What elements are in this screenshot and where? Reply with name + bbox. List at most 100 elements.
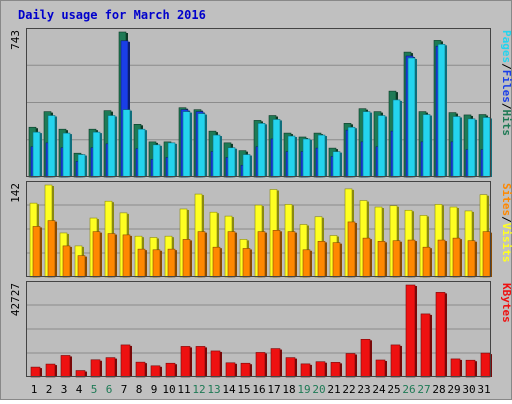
- legend-text: Visits: [500, 223, 512, 263]
- bar-kbytes-day-27: [420, 313, 431, 378]
- bar-kbytes-day-12: [195, 346, 206, 378]
- x-label-day-5: 5: [91, 383, 98, 396]
- bar-sites-day-24: [377, 241, 386, 278]
- bar-kbytes-day-24: [375, 359, 386, 378]
- x-label-day-24: 24: [372, 383, 386, 396]
- bar-kbytes-day-11: [180, 346, 191, 378]
- bar-pages-day-17: [272, 119, 281, 178]
- bar-pages-day-2: [47, 115, 56, 178]
- bar-pages-day-29: [452, 116, 461, 178]
- bar-pages-day-21: [332, 151, 341, 178]
- x-label-day-23: 23: [357, 383, 370, 396]
- bar-sites-day-1: [32, 226, 41, 278]
- bar-sites-day-13: [212, 246, 221, 278]
- bar-sites-day-16: [257, 231, 266, 278]
- bar-pages-day-18: [287, 135, 296, 178]
- bar-sites-day-2: [47, 220, 56, 278]
- panel-visits-sites: 142 Sites/Visits: [9, 181, 512, 278]
- bar-kbytes-day-26: [405, 284, 416, 378]
- bar-sites-day-30: [467, 240, 476, 278]
- bar-sites-day-18: [287, 231, 296, 278]
- x-label-day-20: 20: [312, 383, 325, 396]
- x-axis-labels: 1 2 3 4 5 6 7 8 9 10 11 12 13 14 15 16 17 18 19 20 21 22 23 24 2…: [31, 383, 491, 396]
- bar-pages-day-23: [362, 111, 371, 178]
- bar-sites-day-27: [422, 246, 431, 278]
- bar-sites-day-21: [332, 242, 341, 278]
- bar-sites-day-28: [437, 239, 446, 278]
- series-legend: KBytes: [500, 283, 512, 323]
- bar-pages-day-9: [152, 144, 161, 178]
- x-label-day-17: 17: [267, 383, 280, 396]
- bar-kbytes-day-6: [105, 357, 116, 378]
- x-label-day-11: 11: [177, 383, 190, 396]
- bar-sites-day-8: [137, 248, 146, 278]
- x-label-day-10: 10: [162, 383, 175, 396]
- bar-kbytes-day-23: [360, 339, 371, 378]
- bar-kbytes-day-7: [120, 344, 131, 378]
- bar-kbytes-day-1: [30, 366, 41, 378]
- legend-text: Hits: [500, 110, 512, 137]
- x-label-day-1: 1: [31, 383, 38, 396]
- bar-sites-day-4: [77, 255, 86, 278]
- bar-sites-day-15: [242, 248, 251, 278]
- bar-sites-day-23: [362, 237, 371, 278]
- x-label-day-18: 18: [282, 383, 295, 396]
- bar-kbytes-day-16: [255, 352, 266, 378]
- bar-kbytes-day-21: [330, 362, 341, 378]
- x-label-day-25: 25: [387, 383, 400, 396]
- bar-pages-day-11: [182, 111, 191, 178]
- bar-sites-day-6: [107, 233, 116, 278]
- x-label-day-29: 29: [447, 383, 460, 396]
- panel-kbytes: 42727 KBytes: [9, 281, 512, 378]
- bar-sites-day-26: [407, 239, 416, 278]
- legend-text: /: [500, 103, 512, 110]
- x-label-day-13: 13: [207, 383, 220, 396]
- x-label-day-6: 6: [106, 383, 113, 396]
- legend-text: /: [500, 216, 512, 223]
- bar-kbytes-day-10: [165, 362, 176, 378]
- x-label-day-28: 28: [432, 383, 445, 396]
- bar-sites-day-3: [62, 245, 71, 278]
- bar-pages-day-24: [377, 115, 386, 178]
- x-label-day-4: 4: [76, 383, 83, 396]
- bar-pages-day-1: [32, 131, 41, 178]
- bar-sites-day-5: [92, 231, 101, 278]
- bar-pages-day-28: [437, 43, 446, 178]
- x-label-day-21: 21: [327, 383, 340, 396]
- y-max-label: 743: [9, 30, 22, 50]
- bar-pages-day-26: [407, 57, 416, 178]
- x-label-day-27: 27: [417, 383, 430, 396]
- bar-pages-day-16: [257, 123, 266, 178]
- bar-pages-day-25: [392, 99, 401, 178]
- series-legend: Pages/Files/Hits: [500, 30, 512, 136]
- chart-title: Daily usage for March 2016: [18, 8, 206, 22]
- x-label-day-14: 14: [222, 383, 236, 396]
- bar-kbytes-day-28: [435, 292, 446, 378]
- bar-pages-day-14: [227, 147, 236, 178]
- bar-pages-day-30: [467, 118, 476, 178]
- bar-kbytes-day-18: [285, 357, 296, 378]
- bar-sites-day-20: [317, 241, 326, 278]
- y-max-label: 142: [9, 183, 22, 203]
- bar-kbytes-day-9: [150, 365, 161, 378]
- bar-pages-day-12: [197, 113, 206, 178]
- bar-kbytes-day-31: [480, 352, 491, 378]
- bar-kbytes-day-29: [450, 358, 461, 378]
- bar-sites-day-31: [482, 231, 491, 278]
- legend-text: Pages: [500, 30, 512, 63]
- bar-sites-day-7: [122, 234, 131, 278]
- bar-sites-day-22: [347, 221, 356, 278]
- x-label-day-8: 8: [136, 383, 143, 396]
- bar-kbytes-day-14: [225, 362, 236, 378]
- bar-kbytes-day-17: [270, 348, 281, 378]
- x-label-day-19: 19: [297, 383, 310, 396]
- panel-frame: [26, 181, 491, 277]
- bar-kbytes-day-2: [45, 363, 56, 378]
- x-label-day-15: 15: [237, 383, 250, 396]
- bar-kbytes-day-5: [90, 359, 101, 378]
- panel-hits-files-pages: 743 Pages/Files/Hits: [9, 28, 512, 178]
- x-label-day-26: 26: [402, 383, 415, 396]
- bar-kbytes-day-3: [60, 355, 71, 378]
- legend-text: Files: [500, 70, 512, 103]
